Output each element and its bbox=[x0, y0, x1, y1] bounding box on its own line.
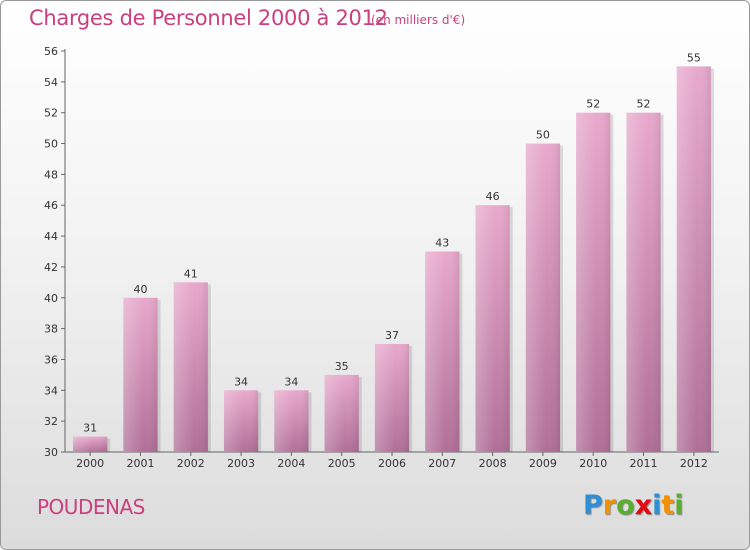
bar-value-label: 50 bbox=[536, 129, 550, 142]
bar-value-label: 34 bbox=[234, 375, 248, 388]
y-tick-label: 32 bbox=[44, 415, 58, 428]
commune-name: POUDENAS bbox=[37, 495, 145, 519]
bar-highlight bbox=[223, 390, 259, 452]
proxiti-logo-letter: i bbox=[674, 490, 684, 521]
x-tick-label: 2002 bbox=[177, 457, 205, 470]
y-tick-label: 50 bbox=[44, 138, 58, 151]
bar-value-label: 55 bbox=[687, 51, 701, 64]
bar-highlight bbox=[425, 251, 460, 452]
chart-title: Charges de Personnel 2000 à 2012 bbox=[29, 6, 388, 30]
x-tick-label: 2000 bbox=[76, 457, 104, 470]
y-tick-label: 56 bbox=[44, 45, 58, 58]
chart-bars bbox=[73, 66, 714, 453]
proxiti-logo-letter: P bbox=[583, 490, 603, 521]
bar-highlight bbox=[374, 344, 410, 452]
y-tick-label: 38 bbox=[44, 323, 58, 336]
proxiti-logo-letter: i bbox=[652, 490, 662, 521]
proxiti-logo-letter: o bbox=[616, 490, 635, 521]
y-tick-label: 36 bbox=[44, 353, 58, 366]
proxiti-logo-letter: t bbox=[661, 490, 675, 521]
bar-highlight bbox=[173, 282, 208, 452]
proxiti-logo-letter: r bbox=[602, 490, 617, 521]
y-tick-label: 48 bbox=[44, 168, 58, 181]
chart-subtitle: (en milliers d'€) bbox=[371, 13, 466, 27]
bar-value-label: 37 bbox=[385, 329, 399, 342]
bar-value-label: 41 bbox=[184, 267, 198, 280]
bar-value-label: 43 bbox=[435, 237, 449, 250]
proxiti-logo: Proxiti bbox=[583, 490, 684, 521]
y-tick-label: 44 bbox=[44, 230, 58, 243]
bar-highlight bbox=[626, 112, 661, 452]
y-tick-label: 52 bbox=[44, 107, 58, 120]
bar-highlight bbox=[525, 143, 561, 453]
y-tick-label: 42 bbox=[44, 261, 58, 274]
bar-highlight bbox=[73, 436, 108, 452]
x-tick-label: 2003 bbox=[227, 457, 255, 470]
x-tick-label: 2004 bbox=[277, 457, 305, 470]
bar-highlight bbox=[475, 205, 510, 452]
y-tick-label: 46 bbox=[44, 199, 58, 212]
bar-highlight bbox=[123, 297, 158, 452]
proxiti-logo-letter: x bbox=[634, 490, 653, 521]
bar-highlight bbox=[676, 66, 711, 452]
bar-value-label: 46 bbox=[486, 190, 500, 203]
chart-labels: 2000 31 2001 40 2002 41 2003 34 2004 34 2005 35 2006… bbox=[76, 51, 708, 470]
x-tick-label: 2006 bbox=[378, 457, 406, 470]
y-tick-label: 34 bbox=[44, 384, 58, 397]
x-tick-label: 2012 bbox=[680, 457, 708, 470]
bar-value-label: 40 bbox=[133, 283, 147, 296]
bar-value-label: 52 bbox=[586, 98, 600, 111]
chart-axes: 30 32 34 36 38 40 42 44 46 48 50 52 54 56 bbox=[44, 45, 719, 459]
bar-value-label: 52 bbox=[637, 98, 651, 111]
y-tick-label: 40 bbox=[44, 292, 58, 305]
bar-value-label: 35 bbox=[335, 360, 349, 373]
bar-value-label: 31 bbox=[83, 422, 97, 435]
bar-highlight bbox=[274, 390, 309, 452]
x-tick-label: 2010 bbox=[579, 457, 607, 470]
x-tick-label: 2005 bbox=[328, 457, 356, 470]
y-tick-label: 54 bbox=[44, 76, 58, 89]
y-tick-label: 30 bbox=[44, 446, 58, 459]
x-tick-label: 2008 bbox=[479, 457, 507, 470]
x-tick-label: 2009 bbox=[529, 457, 557, 470]
x-tick-label: 2007 bbox=[428, 457, 456, 470]
bar-highlight bbox=[576, 112, 611, 452]
bar-highlight bbox=[324, 374, 359, 452]
x-tick-label: 2001 bbox=[126, 457, 154, 470]
x-tick-label: 2011 bbox=[630, 457, 658, 470]
bar-value-label: 34 bbox=[284, 375, 298, 388]
